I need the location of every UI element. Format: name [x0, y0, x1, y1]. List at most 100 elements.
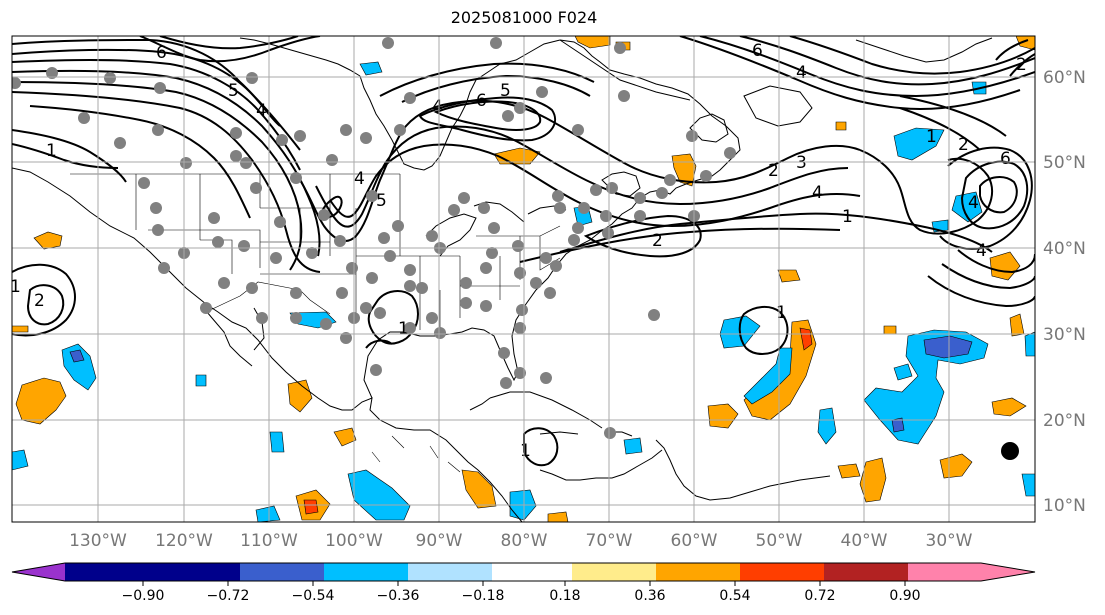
- blue-patch: [951, 191, 983, 223]
- colorbar-segment: [824, 563, 908, 581]
- graticule: [12, 36, 1035, 522]
- blue-patch: [893, 363, 913, 381]
- colorbar-extend-max: [981, 563, 1035, 581]
- colorbar-tick-label: 0.72: [804, 588, 835, 604]
- contour-label: 4: [256, 101, 267, 121]
- map-title: 2025081000 F024: [450, 8, 598, 27]
- contour-label: 1: [10, 277, 21, 297]
- contour-label: 5: [228, 81, 239, 101]
- contour-label: 2: [958, 135, 969, 155]
- orange-patch: [15, 377, 67, 425]
- colorbar-tick-label: 0.90: [889, 588, 920, 604]
- colorbar-tick-label: −0.18: [462, 588, 505, 604]
- lon-tick-label: 40°W: [841, 531, 888, 551]
- blue-patch: [347, 469, 411, 521]
- contour-label: 3: [796, 153, 807, 173]
- lat-tick-label: 50°N: [1043, 153, 1086, 173]
- colorbar-tick-label: 0.36: [634, 588, 665, 604]
- colorbar-tick-label: −0.90: [122, 588, 165, 604]
- contour-label: 1: [926, 127, 937, 147]
- contour-label: 4: [968, 193, 979, 213]
- blue-patch: [817, 407, 837, 445]
- orange-patch: [574, 36, 611, 49]
- orange-patch: [835, 121, 847, 131]
- blue-patch: [61, 343, 97, 391]
- colorbar-outline: [11, 562, 1036, 582]
- lat-tick-label: 10°N: [1043, 496, 1086, 516]
- contour-label: 4: [812, 183, 823, 203]
- contour-lines: [12, 36, 1035, 467]
- colorbar-segment: [157, 563, 240, 581]
- orange-patch: [461, 469, 497, 509]
- lon-tick-label: 50°W: [756, 531, 803, 551]
- contour-label: 1: [776, 303, 787, 323]
- contour-label: 6: [1000, 149, 1011, 169]
- contour-label: 6: [156, 43, 167, 63]
- colorbar-tick-label: −0.36: [377, 588, 420, 604]
- orange-patch: [991, 397, 1027, 417]
- contour-label: 1: [46, 141, 57, 161]
- lat-tick-label: 60°N: [1043, 68, 1086, 88]
- colorbar-segment: [572, 563, 656, 581]
- colorbar-tick-label: 0.54: [719, 588, 750, 604]
- colorbar-segment: [408, 563, 492, 581]
- lat-tick-label: 20°N: [1043, 411, 1086, 431]
- blue-patch: [1021, 473, 1035, 497]
- contour-label: 2: [652, 231, 663, 251]
- purple-patch: [891, 417, 905, 433]
- blue-patch: [893, 127, 945, 161]
- orange-patch: [333, 427, 357, 447]
- contour-label: 1: [520, 441, 531, 461]
- colorbar-segment: [492, 563, 572, 581]
- contour-label: 5: [376, 191, 387, 211]
- purple-patch: [69, 349, 85, 363]
- lon-tick-label: 90°W: [416, 531, 463, 551]
- orange-patch: [859, 457, 887, 503]
- colorbar-labels: −0.90 −0.72 −0.54 −0.36 −0.18 0.18 0.36 …: [122, 588, 921, 604]
- blue-patch: [255, 505, 281, 522]
- colorbar-tick-label: −0.72: [207, 588, 250, 604]
- colorbar-segment: [656, 563, 740, 581]
- contour-label: 4: [976, 241, 987, 261]
- colorbar: −0.90 −0.72 −0.54 −0.36 −0.18 0.18 0.36 …: [11, 562, 1036, 604]
- lon-tick-label: 80°W: [501, 531, 548, 551]
- orange-patch: [939, 453, 973, 479]
- blue-patch: [623, 437, 643, 455]
- lon-tick-label: 60°W: [671, 531, 718, 551]
- colorbar-segment: [65, 563, 157, 581]
- map-frame: [11, 35, 1036, 523]
- orange-patch: [12, 325, 29, 333]
- blue-patch: [359, 61, 383, 76]
- lat-tick-label: 40°N: [1043, 239, 1086, 259]
- orange-patch: [777, 269, 801, 283]
- blue-patch: [195, 374, 207, 387]
- orange-patch: [547, 511, 569, 522]
- contour-label: 4: [796, 63, 807, 83]
- orange-patch: [33, 231, 63, 250]
- colorbar-ticks: [142, 581, 906, 586]
- contour-label: 6: [476, 91, 487, 111]
- colorbar-tick-label: −0.54: [292, 588, 335, 604]
- lon-tick-label: 120°W: [155, 531, 213, 551]
- contour-label: 4: [354, 169, 365, 189]
- orange-patch: [287, 379, 313, 413]
- lon-tick-label: 100°W: [325, 531, 383, 551]
- contour-label-group: 6 5 4 1 6 5 4 2 3 4 1 2 6 4 4 1 2 5 4 1: [10, 41, 1027, 461]
- orange-patch: [707, 403, 739, 429]
- map-panel: 6 5 4 1 6 5 4 2 3 4 1 2 6 4 4 1 2 5 4 1: [10, 35, 1086, 551]
- blue-patch: [1024, 331, 1035, 357]
- contour-label: 1: [842, 207, 853, 227]
- colorbar-tick-label: 0.18: [549, 588, 580, 604]
- latitude-labels: 60°N 50°N 40°N 30°N 20°N 10°N: [1043, 68, 1086, 516]
- lat-tick-label: 30°N: [1043, 325, 1086, 345]
- orange-patch: [883, 325, 897, 335]
- purple-patch: [923, 335, 973, 359]
- storm-center-marker: [1001, 442, 1019, 460]
- orange-patch: [837, 463, 861, 479]
- station-markers: [12, 37, 736, 439]
- lon-tick-label: 30°W: [926, 531, 973, 551]
- contour-label: 4: [432, 97, 443, 117]
- colorbar-segment: [908, 563, 981, 581]
- anomaly-shading: [12, 36, 1035, 522]
